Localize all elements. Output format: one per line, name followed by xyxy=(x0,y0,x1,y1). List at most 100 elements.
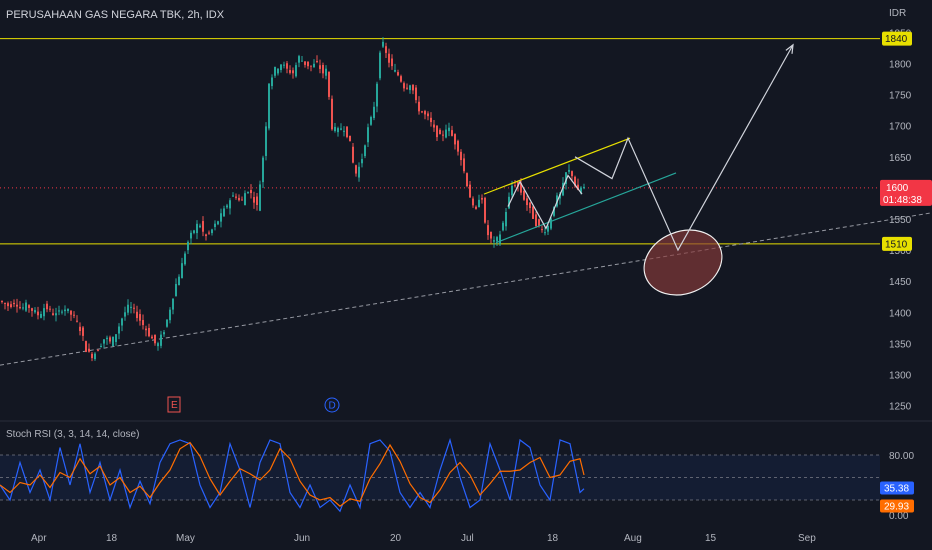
candle-body xyxy=(169,309,171,321)
current-price-tag-bg xyxy=(880,179,932,206)
candle-body xyxy=(568,169,570,172)
candle-body xyxy=(286,63,288,69)
candle-body xyxy=(298,56,300,63)
candle-body xyxy=(421,111,423,113)
candle-body xyxy=(496,237,498,242)
candle-body xyxy=(58,310,60,312)
candle-body xyxy=(91,353,93,359)
candle-body xyxy=(250,190,252,194)
candle-body xyxy=(181,263,183,279)
time-label-Jul: Jul xyxy=(461,533,474,544)
candle-body xyxy=(133,307,135,309)
candle-body xyxy=(73,314,75,316)
price-tick-1500: 1500 xyxy=(889,246,912,257)
candle-body xyxy=(337,128,339,133)
candle-body xyxy=(463,158,465,172)
candle-body xyxy=(94,353,96,360)
candle-body xyxy=(226,205,228,208)
candle-body xyxy=(238,197,240,201)
candle-body xyxy=(232,195,234,197)
countdown-label: 01:48:38 xyxy=(883,195,922,206)
candle-body xyxy=(28,305,30,308)
candle-body xyxy=(187,241,189,251)
candle-body xyxy=(1,300,3,303)
candle-body xyxy=(373,106,375,118)
earnings-marker: E xyxy=(171,400,178,411)
channel-upper-line xyxy=(483,137,631,195)
candle-body xyxy=(523,190,525,200)
candle-body xyxy=(46,303,48,310)
candle-body xyxy=(574,176,576,186)
dividend-marker: D xyxy=(329,401,336,412)
candle-body xyxy=(511,185,513,196)
candle-body xyxy=(37,311,39,316)
candle-body xyxy=(517,181,519,187)
candle-body xyxy=(355,165,357,174)
candle-body xyxy=(451,130,453,136)
candle-body xyxy=(376,83,378,107)
candle-body xyxy=(244,193,246,206)
candle-body xyxy=(148,327,150,337)
candle-body xyxy=(532,206,534,219)
candle-body xyxy=(121,318,123,326)
candle-body xyxy=(202,221,204,232)
candle-body xyxy=(22,307,24,309)
candle-body xyxy=(217,221,219,225)
candle-body xyxy=(163,332,165,335)
price-tick-1450: 1450 xyxy=(889,277,912,288)
candle-body xyxy=(97,350,99,352)
bottom-level-label-bg xyxy=(882,236,912,251)
top-level-label: 1840 xyxy=(885,34,908,45)
price-tick-1250: 1250 xyxy=(889,402,912,413)
channel-lower-line xyxy=(495,172,677,244)
candle-body xyxy=(490,231,492,239)
candle-body xyxy=(223,208,225,217)
candle-body xyxy=(130,306,132,308)
candle-body xyxy=(403,83,405,89)
candle-body xyxy=(154,334,156,344)
time-label-20: 20 xyxy=(390,533,402,544)
candle-body xyxy=(361,159,363,164)
rsi-tick-80: 80.00 xyxy=(889,451,914,462)
candle-body xyxy=(409,85,411,91)
candle-body xyxy=(34,310,36,313)
candle-body xyxy=(55,313,57,316)
price-tick-1650: 1650 xyxy=(889,153,912,164)
candle-body xyxy=(514,185,516,187)
candle-body xyxy=(271,77,273,87)
candle-body xyxy=(472,198,474,206)
projection-arrowhead xyxy=(785,43,794,54)
candle-body xyxy=(88,348,90,352)
time-label-18: 18 xyxy=(547,533,559,544)
candle-body xyxy=(313,63,315,68)
candle-body xyxy=(322,64,324,74)
candle-body xyxy=(487,225,489,236)
candle-body xyxy=(118,326,120,334)
candle-body xyxy=(19,307,21,309)
candle-body xyxy=(418,101,420,112)
candle-body xyxy=(208,232,210,234)
candle-body xyxy=(433,124,435,128)
support-zone-ellipse xyxy=(643,229,723,296)
candle-body xyxy=(499,234,501,244)
candle-body xyxy=(406,87,408,89)
candle-body xyxy=(325,68,327,76)
candle-body xyxy=(478,199,480,208)
candle-body xyxy=(139,314,141,321)
dividend-marker-ring xyxy=(324,397,340,413)
candle-body xyxy=(193,230,195,233)
candle-body xyxy=(310,65,312,67)
candle-body xyxy=(364,145,366,157)
candle-body xyxy=(328,71,330,97)
candle-body xyxy=(580,187,582,194)
candle-body xyxy=(115,334,117,342)
candle-body xyxy=(508,196,510,209)
candle-body xyxy=(400,76,402,82)
time-label-May: May xyxy=(176,533,195,544)
candle-body xyxy=(253,197,255,203)
candle-body xyxy=(199,225,201,228)
candle-body xyxy=(331,98,333,130)
candle-body xyxy=(79,326,81,332)
candle-body xyxy=(502,222,504,231)
